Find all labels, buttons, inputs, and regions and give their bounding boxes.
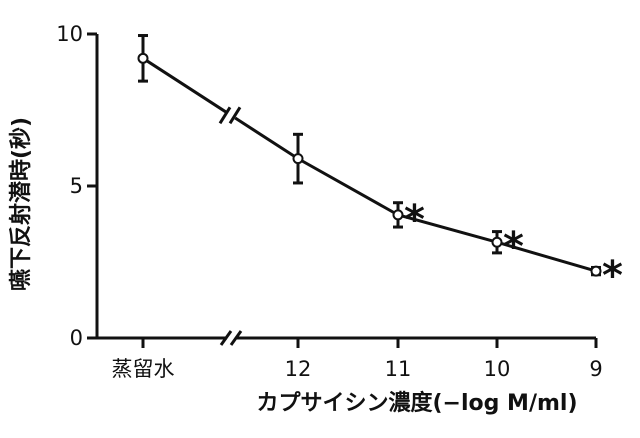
data-points <box>137 52 602 277</box>
significance-marker: * <box>602 253 623 299</box>
x-tick-label: 10 <box>484 357 511 381</box>
x-tick-label: 12 <box>285 357 312 381</box>
significance-marker: * <box>404 197 425 243</box>
series-line-group <box>142 57 597 273</box>
data-point <box>137 52 149 64</box>
axes: 0 5 10 蒸留水 12 11 10 9 <box>56 22 602 381</box>
chart-labels: 嚥下反射潜時(秒) カプサイシン濃度(−log M/ml) * * * <box>8 117 623 416</box>
y-tick-label: 5 <box>70 174 83 198</box>
data-point <box>392 209 404 221</box>
x-axis-title: カプサイシン濃度(−log M/ml) <box>257 390 578 416</box>
x-axis-break-mark <box>219 330 233 346</box>
data-point <box>292 153 304 165</box>
data-point <box>491 236 503 248</box>
series-break-mark <box>218 106 232 125</box>
y-tick-label: 10 <box>56 22 83 46</box>
error-bars <box>138 34 601 277</box>
y-axis-title: 嚥下反射潜時(秒) <box>8 117 34 291</box>
series-break-mark <box>228 106 242 125</box>
x-tick-label: 11 <box>385 357 412 381</box>
data-point <box>590 265 602 277</box>
x-tick-label: 蒸留水 <box>112 357 175 381</box>
significance-marker: * <box>503 224 524 270</box>
series-line <box>142 57 597 273</box>
x-tick-label: 9 <box>589 357 602 381</box>
x-axis-break-mark <box>229 330 243 346</box>
y-tick-label: 0 <box>70 326 83 350</box>
